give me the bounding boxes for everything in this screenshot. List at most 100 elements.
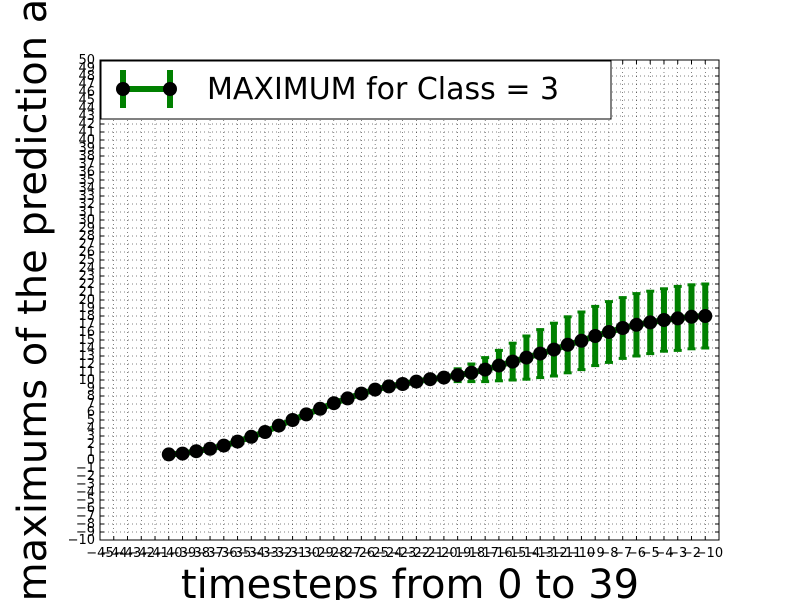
data-point <box>643 315 658 330</box>
legend: MAXIMUM for Class = 3 <box>100 60 612 120</box>
data-point <box>203 441 218 456</box>
data-point <box>464 365 479 380</box>
y-tick-label: −3 <box>76 477 95 492</box>
data-point <box>436 370 451 385</box>
data-point <box>285 413 300 427</box>
x-tick-label: −25 <box>361 546 388 561</box>
x-tick-label: −19 <box>444 546 471 561</box>
x-tick-label: −23 <box>389 546 416 561</box>
x-tick-label: −21 <box>416 546 443 561</box>
x-tick-label: −22 <box>403 546 430 561</box>
y-tick-label: 44 <box>78 101 95 116</box>
y-tick-label: 33 <box>78 189 95 204</box>
y-tick-label: 36 <box>78 165 95 180</box>
y-tick-label: 17 <box>78 317 95 332</box>
y-tick-label: 34 <box>78 181 95 196</box>
x-tick-label: −30 <box>293 546 320 561</box>
y-tick-label: 24 <box>78 261 95 276</box>
x-tick-label: −17 <box>471 546 498 561</box>
y-tick-label: 40 <box>78 133 95 148</box>
plot-frame <box>99 59 720 541</box>
x-tick-label: −27 <box>334 546 361 561</box>
y-tick-label: 11 <box>78 365 95 380</box>
data-point <box>684 309 699 324</box>
y-tick-label: 23 <box>78 269 95 284</box>
y-tick-label: 29 <box>78 221 95 236</box>
x-tick-label: −16 <box>485 546 512 561</box>
data-point <box>588 329 603 343</box>
x-tick-label: −9 <box>586 546 605 561</box>
x-axis-ticks: −45−44−43−42−41−40−39−38−37−36−35−34−33−… <box>86 60 723 561</box>
data-point <box>450 368 465 383</box>
x-tick-label: −26 <box>348 546 375 561</box>
x-tick-label: −33 <box>251 546 278 561</box>
y-tick-label: 43 <box>78 109 95 124</box>
y-tick-label: −6 <box>76 501 95 516</box>
x-tick-label: −38 <box>183 546 210 561</box>
data-point <box>313 401 328 416</box>
x-tick-label: −10 <box>568 546 595 561</box>
data-point <box>216 438 231 453</box>
y-tick-label: 32 <box>78 197 95 212</box>
y-tick-label: 26 <box>78 245 95 260</box>
x-tick-label: −15 <box>499 546 526 561</box>
data-point <box>409 374 424 389</box>
x-tick-label: −31 <box>279 546 306 561</box>
y-tick-label: 41 <box>78 125 95 140</box>
y-tick-label: −10 <box>68 533 95 548</box>
legend-marker-right <box>163 82 177 96</box>
data-point <box>299 407 314 422</box>
x-tick-label: −40 <box>155 546 182 561</box>
y-tick-label: 46 <box>78 85 95 100</box>
x-tick-label: −24 <box>375 546 402 561</box>
x-axis-title: timesteps from 0 to 39 <box>181 562 639 600</box>
x-tick-label: −7 <box>613 546 632 561</box>
data-point <box>175 446 190 461</box>
y-tick-label: 2 <box>87 437 95 452</box>
data-point <box>615 321 630 335</box>
data-point <box>395 377 410 391</box>
x-tick-label: −2 <box>682 546 701 561</box>
data-point <box>189 444 204 459</box>
y-tick-label: 3 <box>87 429 95 444</box>
data-point <box>670 311 685 326</box>
y-tick-label: 49 <box>78 61 95 76</box>
x-tick-label: −1 <box>696 546 715 561</box>
y-tick-label: 30 <box>78 213 95 228</box>
y-tick-label: 4 <box>87 421 95 436</box>
y-tick-label: 6 <box>87 405 95 420</box>
x-tick-label: −8 <box>599 546 618 561</box>
data-point <box>326 396 341 411</box>
y-tick-label: 27 <box>78 237 95 252</box>
data-point <box>381 379 396 394</box>
x-tick-label: −29 <box>306 546 333 561</box>
data-point <box>244 429 259 444</box>
y-tick-label: −8 <box>76 517 95 532</box>
x-tick-label: −45 <box>86 546 113 561</box>
x-tick-label: −34 <box>238 546 265 561</box>
data-point <box>478 362 493 377</box>
data-point <box>258 425 273 439</box>
y-tick-label: 18 <box>78 309 95 324</box>
data-point <box>546 342 561 357</box>
y-tick-label: 10 <box>78 373 95 388</box>
x-tick-label: −32 <box>265 546 292 561</box>
y-tick-label: −9 <box>76 525 95 540</box>
x-tick-label: −5 <box>641 546 660 561</box>
data-point <box>560 337 575 352</box>
y-axis-title: maximums of the prediction a <box>10 0 56 600</box>
y-tick-label: 15 <box>78 333 95 348</box>
x-tick-label: −42 <box>128 546 155 561</box>
x-tick-label: −3 <box>668 546 687 561</box>
y-tick-label: 37 <box>78 157 95 172</box>
y-tick-label: 39 <box>78 141 95 156</box>
y-tick-label: 48 <box>78 69 95 84</box>
y-tick-label: 45 <box>78 93 95 108</box>
y-tick-label: −5 <box>76 493 95 508</box>
y-tick-label: 13 <box>78 349 95 364</box>
x-tick-label: −13 <box>526 546 553 561</box>
x-tick-label: −11 <box>554 546 581 561</box>
x-tick-label: −41 <box>141 546 168 561</box>
legend-marker-left <box>116 82 130 96</box>
data-point <box>601 325 616 339</box>
